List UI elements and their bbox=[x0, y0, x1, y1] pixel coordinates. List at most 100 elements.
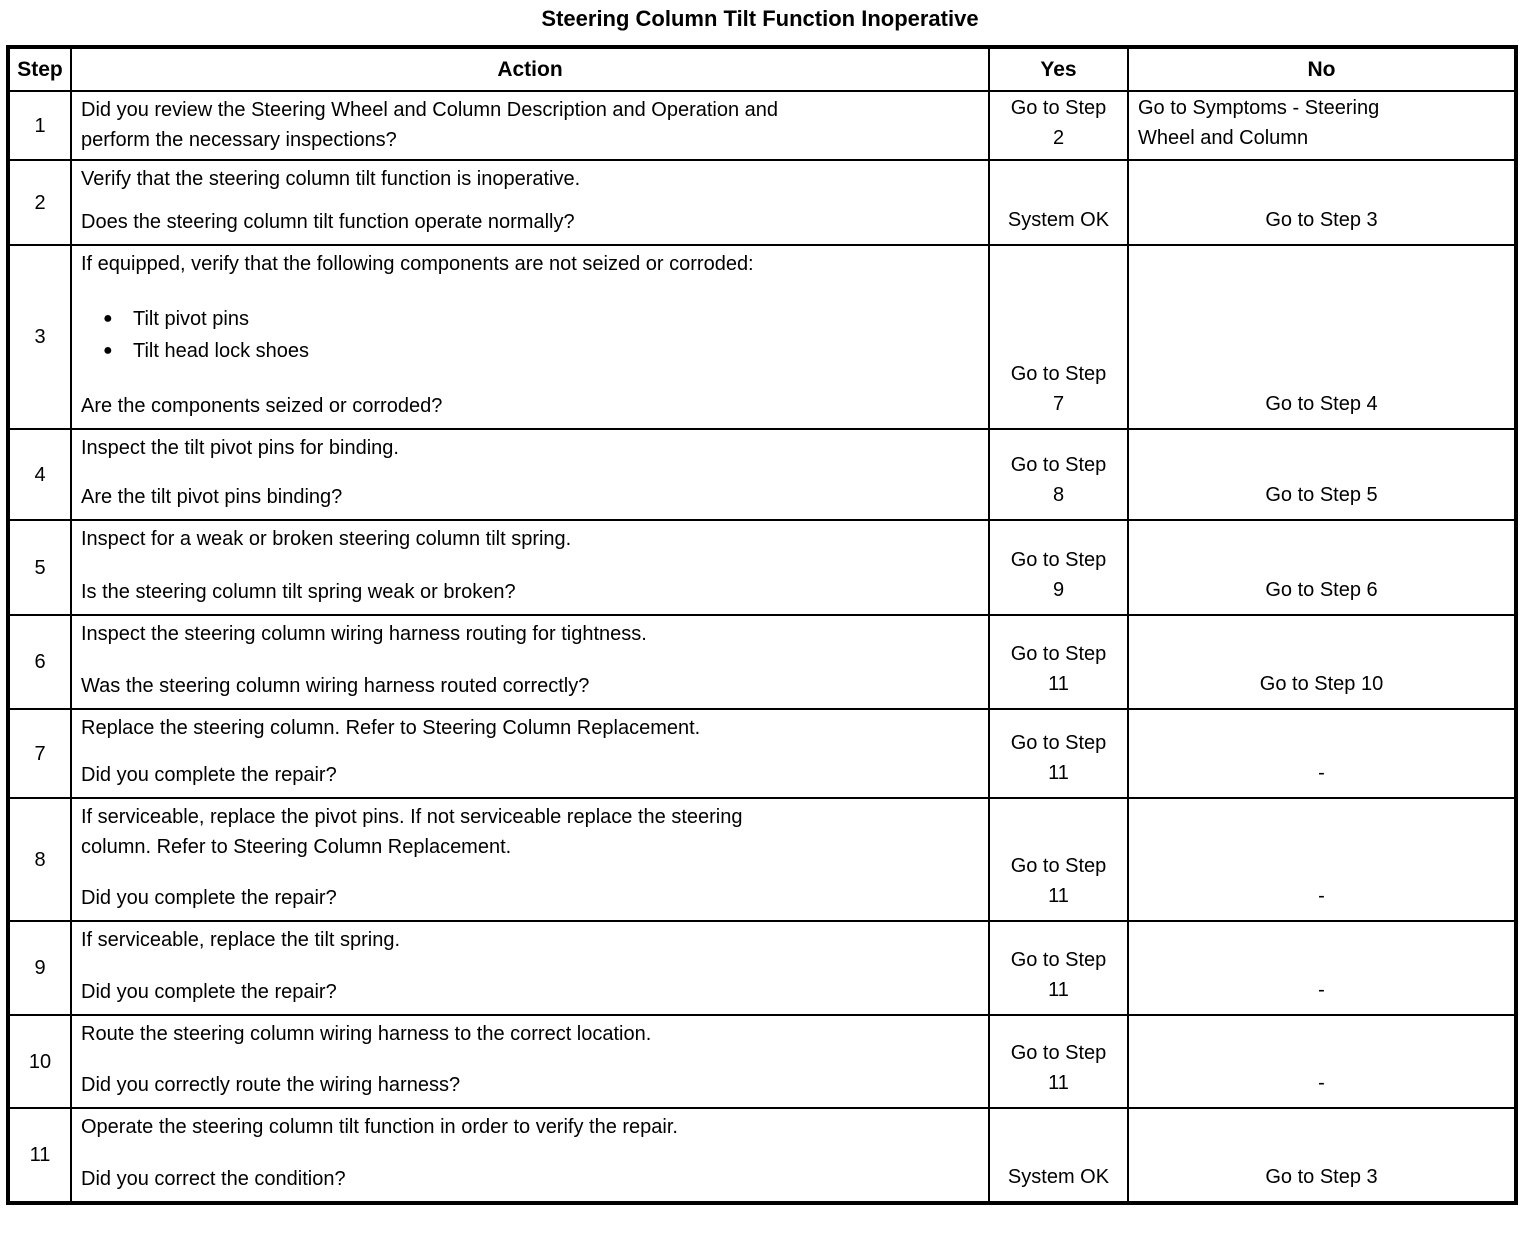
yes-content: Go to Step 7 bbox=[990, 246, 1127, 428]
yes-cell: Go to Step 11 bbox=[988, 920, 1129, 1016]
action-bullet-item: Tilt pivot pins bbox=[81, 304, 979, 334]
step-cell: 5 bbox=[7, 519, 72, 616]
yes-content: Go to Step 11 bbox=[990, 922, 1127, 1014]
table-row: 6 Inspect the steering column wiring harn… bbox=[7, 614, 1517, 710]
no-line: Go to Step 3 bbox=[1265, 1166, 1378, 1188]
no-cell: Go to Step 3 bbox=[1127, 1107, 1517, 1204]
action-intro: Inspect the tilt pivot pins for binding. bbox=[81, 433, 979, 463]
no-content: Go to Step 6 bbox=[1129, 521, 1514, 614]
action-intro-line: Verify that the steering column tilt fun… bbox=[81, 168, 581, 190]
action-question-line: Did you complete the repair? bbox=[81, 981, 337, 1003]
yes-cell: System OK bbox=[988, 159, 1129, 246]
step-cell: 6 bbox=[7, 614, 72, 710]
action-intro: Verify that the steering column tilt fun… bbox=[81, 164, 979, 194]
action-intro-line: Replace the steering column. Refer to St… bbox=[81, 717, 701, 739]
yes-cell: Go to Step 11 bbox=[988, 1014, 1129, 1109]
no-cell: - bbox=[1127, 797, 1517, 922]
step-number: 7 bbox=[34, 742, 46, 765]
no-line: - bbox=[1318, 762, 1325, 784]
yes-line: 11 bbox=[1048, 762, 1069, 784]
table-row: 7 Replace the steering column. Refer to S… bbox=[7, 708, 1517, 799]
yes-content: Go to Step 9 bbox=[990, 521, 1127, 614]
header-row: Step Action Yes No bbox=[7, 46, 1517, 92]
action-intro-line: If serviceable, replace the pivot pins. … bbox=[81, 806, 743, 828]
yes-line: System OK bbox=[1007, 209, 1110, 231]
no-line: - bbox=[1318, 885, 1325, 907]
step-number: 11 bbox=[29, 1144, 51, 1166]
step-cell: 11 bbox=[7, 1107, 72, 1204]
no-cell: Go to Step 6 bbox=[1127, 519, 1517, 616]
action-cell: Operate the steering column tilt functio… bbox=[70, 1107, 990, 1204]
action-content: Replace the steering column. Refer to St… bbox=[72, 710, 988, 797]
yes-content: Go to Step 2 bbox=[990, 92, 1127, 159]
header-no: No bbox=[1127, 46, 1517, 92]
no-content: Go to Step 4 bbox=[1129, 246, 1514, 428]
yes-content: Go to Step 11 bbox=[990, 710, 1127, 797]
yes-line: Go to Step bbox=[1010, 732, 1107, 754]
no-line: - bbox=[1318, 979, 1325, 1001]
action-intro: Replace the steering column. Refer to St… bbox=[81, 713, 979, 743]
step-cell: 3 bbox=[7, 244, 72, 430]
no-line: Wheel and Column bbox=[1138, 126, 1309, 149]
action-question-line: Did you complete the repair? bbox=[81, 887, 337, 909]
action-bullet-list: Tilt pivot pinsTilt head lock shoes bbox=[81, 302, 979, 368]
action-intro: Inspect the steering column wiring harne… bbox=[81, 619, 979, 649]
table-row: 10 Route the steering column wiring harne… bbox=[7, 1014, 1517, 1109]
action-question-line: Are the components seized or corroded? bbox=[81, 395, 443, 417]
table-row: 8 If serviceable, replace the pivot pins.… bbox=[7, 797, 1517, 922]
action-question: Did you complete the repair? bbox=[81, 883, 979, 913]
no-cell: Go to Step 4 bbox=[1127, 244, 1517, 430]
action-cell: Replace the steering column. Refer to St… bbox=[70, 708, 990, 799]
action-intro-line: If serviceable, replace the tilt spring. bbox=[81, 929, 401, 951]
action-intro-line: Inspect for a weak or broken steering co… bbox=[81, 528, 572, 550]
step-cell: 9 bbox=[7, 920, 72, 1016]
action-cell: If equipped, verify that the following c… bbox=[70, 244, 990, 430]
action-intro: Operate the steering column tilt functio… bbox=[81, 1112, 979, 1142]
yes-line: 9 bbox=[1052, 579, 1065, 601]
header-action: Action bbox=[70, 46, 990, 92]
yes-content: System OK bbox=[990, 1109, 1127, 1201]
action-intro-line: perform the necessary inspections? bbox=[81, 129, 397, 151]
yes-line: 7 bbox=[1052, 393, 1065, 415]
yes-cell: Go to Step 11 bbox=[988, 708, 1129, 799]
document-page: Steering Column Tilt Function Inoperativ… bbox=[0, 6, 1520, 1205]
yes-content: Go to Step 8 bbox=[990, 430, 1127, 519]
action-intro-line: column. Refer to Steering Column Replace… bbox=[81, 836, 512, 858]
yes-cell: Go to Step 7 bbox=[988, 244, 1129, 430]
action-cell: Verify that the steering column tilt fun… bbox=[70, 159, 990, 246]
step-number: 8 bbox=[34, 848, 46, 871]
no-cell: - bbox=[1127, 920, 1517, 1016]
no-cell: - bbox=[1127, 708, 1517, 799]
no-content: Go to Step 3 bbox=[1129, 161, 1514, 244]
table-body: 1 Did you review the Steering Wheel and C… bbox=[7, 90, 1517, 1204]
yes-line: Go to Step bbox=[1010, 96, 1107, 119]
action-content: Did you review the Steering Wheel and Co… bbox=[72, 92, 988, 159]
yes-line: 11 bbox=[1048, 673, 1069, 695]
no-content: Go to Step 10 bbox=[1129, 616, 1514, 708]
yes-content: System OK bbox=[990, 161, 1127, 244]
yes-line: 11 bbox=[1048, 1072, 1069, 1094]
table-row: 4 Inspect the tilt pivot pins for binding… bbox=[7, 428, 1517, 521]
yes-line: 2 bbox=[1052, 126, 1065, 149]
action-question-line: Are the tilt pivot pins binding? bbox=[81, 486, 343, 508]
table-row: 9 If serviceable, replace the tilt spring… bbox=[7, 920, 1517, 1016]
action-question: Did you correct the condition? bbox=[81, 1164, 979, 1194]
table-row: 1 Did you review the Steering Wheel and C… bbox=[7, 90, 1517, 161]
no-line: Go to Step 6 bbox=[1265, 579, 1378, 601]
action-intro-line: Did you review the Steering Wheel and Co… bbox=[81, 99, 779, 121]
action-cell: Inspect the tilt pivot pins for binding.… bbox=[70, 428, 990, 521]
yes-line: 11 bbox=[1048, 885, 1069, 907]
action-cell: Inspect for a weak or broken steering co… bbox=[70, 519, 990, 616]
action-cell: Did you review the Steering Wheel and Co… bbox=[70, 90, 990, 161]
step-cell: 7 bbox=[7, 708, 72, 799]
step-number: 10 bbox=[28, 1050, 52, 1073]
no-cell: Go to Step 3 bbox=[1127, 159, 1517, 246]
action-question-line: Did you correct the condition? bbox=[81, 1168, 346, 1190]
action-question: Are the components seized or corroded? bbox=[81, 391, 979, 421]
action-cell: If serviceable, replace the tilt spring.… bbox=[70, 920, 990, 1016]
no-content: - bbox=[1129, 1016, 1514, 1107]
action-question: Did you complete the repair? bbox=[81, 977, 979, 1007]
action-intro: If equipped, verify that the following c… bbox=[81, 249, 979, 279]
step-cell: 10 bbox=[7, 1014, 72, 1109]
action-intro-line: If equipped, verify that the following c… bbox=[81, 253, 754, 275]
